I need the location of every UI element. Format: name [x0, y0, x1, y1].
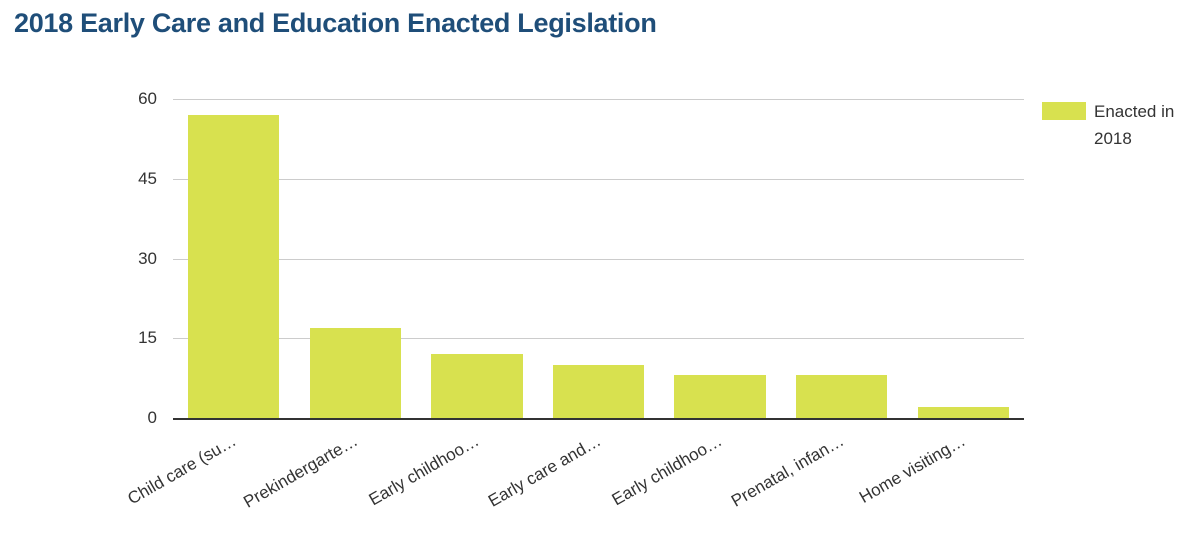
gridline: [173, 178, 1024, 180]
bar[interactable]: [917, 407, 1009, 418]
x-tick-label: Early care and…: [484, 431, 605, 511]
bar[interactable]: [431, 354, 523, 418]
bar[interactable]: [188, 114, 280, 418]
bar[interactable]: [552, 364, 645, 418]
y-tick-label: 15: [138, 328, 157, 348]
y-tick-label: 30: [138, 248, 157, 268]
bar[interactable]: [674, 375, 766, 418]
gridline: [173, 258, 1024, 260]
y-tick-label: 45: [138, 168, 157, 188]
x-tick-label: Home visiting…: [856, 431, 969, 507]
plot-area: Child care (su… Prekindergarte… Early chil…: [124, 99, 1024, 512]
y-tick-label: 0: [147, 408, 157, 427]
gridline: [173, 338, 1024, 340]
legend-item[interactable]: Enacted in 2018: [1042, 98, 1200, 152]
x-tick-label: Prekindergarte…: [240, 431, 361, 512]
legend-label: Enacted in 2018: [1094, 102, 1175, 148]
x-tick-label: Child care (su…: [124, 431, 240, 509]
gridline: [173, 99, 1024, 100]
bar[interactable]: [796, 375, 888, 418]
legend-swatch-icon: [1042, 102, 1086, 120]
chart-title: 2018 Early Care and Education Enacted Le…: [14, 8, 657, 38]
y-tick-label: 60: [138, 89, 157, 108]
x-tick-label: Prenatal, infan…: [727, 431, 848, 511]
x-tick-label: Early childhoo…: [608, 431, 726, 510]
x-tick-label: Early childhoo…: [365, 431, 483, 510]
bar[interactable]: [309, 327, 401, 418]
